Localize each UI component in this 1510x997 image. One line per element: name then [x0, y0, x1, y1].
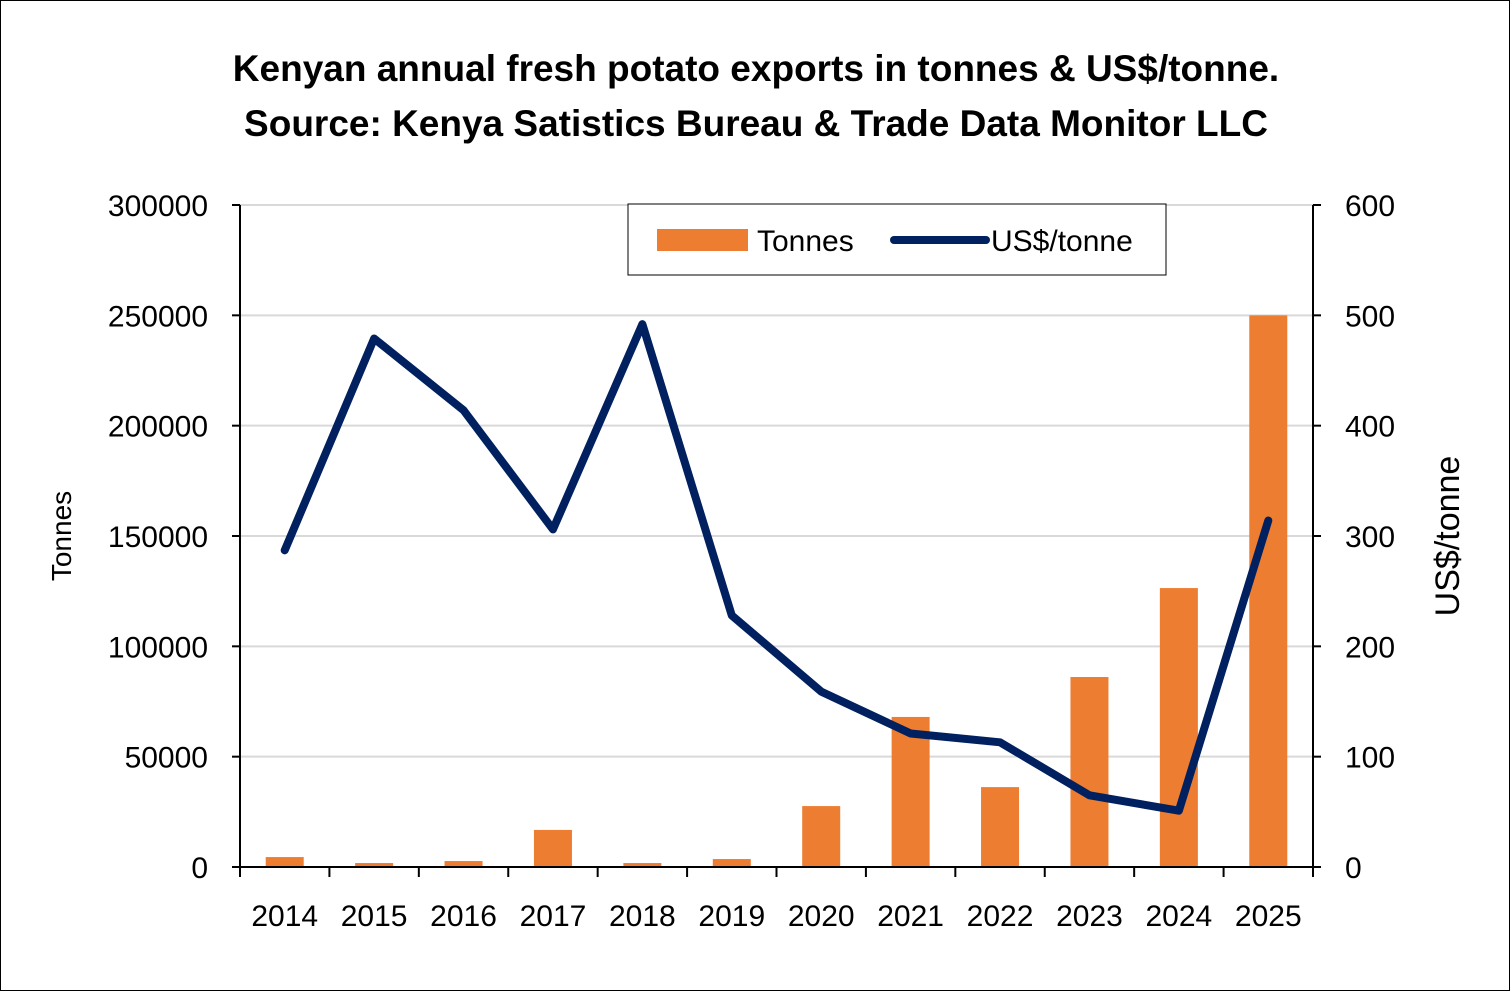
bar-2023: [1070, 677, 1108, 867]
y-tick-label: 250000: [108, 300, 208, 333]
legend-label-tonnes: Tonnes: [757, 225, 854, 258]
x-tick-label: 2018: [609, 900, 676, 933]
y-tick-label: 300000: [108, 190, 208, 223]
bar-2019: [713, 859, 751, 867]
bar-2014: [266, 857, 304, 867]
x-tick-label: 2016: [430, 900, 497, 933]
x-tick-label: 2019: [698, 900, 765, 933]
y-tick-label: 150000: [108, 521, 208, 554]
y-tick-label: 100000: [108, 631, 208, 664]
y-right-tick-label: 500: [1345, 300, 1395, 333]
legend-label-price: US$/tonne: [991, 225, 1133, 258]
price-line: [285, 324, 1269, 811]
y-tick-label: 0: [191, 852, 208, 885]
x-tick-label: 2020: [788, 900, 855, 933]
x-tick-label: 2023: [1056, 900, 1123, 933]
chart-title-line1: Kenyan annual fresh potato exports in to…: [233, 48, 1279, 89]
y-right-tick-label: 0: [1345, 852, 1362, 885]
y-axis-right-label: US$/tonne: [1429, 456, 1467, 617]
legend: Tonnes US$/tonne: [628, 204, 1166, 275]
bar-2020: [802, 806, 840, 867]
y-tick-label: 50000: [125, 742, 208, 775]
x-tick-label: 2024: [1146, 900, 1213, 933]
x-tick-label: 2022: [967, 900, 1034, 933]
y-right-tick-label: 200: [1345, 631, 1395, 664]
bar-2021: [892, 717, 930, 867]
x-tick-label: 2017: [520, 900, 587, 933]
x-tick-label: 2014: [251, 900, 318, 933]
bar-2017: [534, 830, 572, 867]
y-right-tick-label: 600: [1345, 190, 1395, 223]
x-tick-label: 2015: [341, 900, 408, 933]
y-axis-label: Tonnes: [46, 491, 77, 581]
bar-2025: [1249, 315, 1287, 867]
y-tick-label: 200000: [108, 411, 208, 444]
chart-title-line2: Source: Kenya Satistics Bureau & Trade D…: [244, 103, 1268, 144]
y-right-tick-label: 100: [1345, 742, 1395, 775]
y-right-tick-label: 300: [1345, 521, 1395, 554]
x-tick-label: 2021: [877, 900, 944, 933]
legend-swatch-tonnes: [657, 229, 748, 251]
y-right-tick-label: 400: [1345, 411, 1395, 444]
x-tick-label: 2025: [1235, 900, 1302, 933]
bar-2022: [981, 787, 1019, 867]
bar-2024: [1160, 588, 1198, 867]
